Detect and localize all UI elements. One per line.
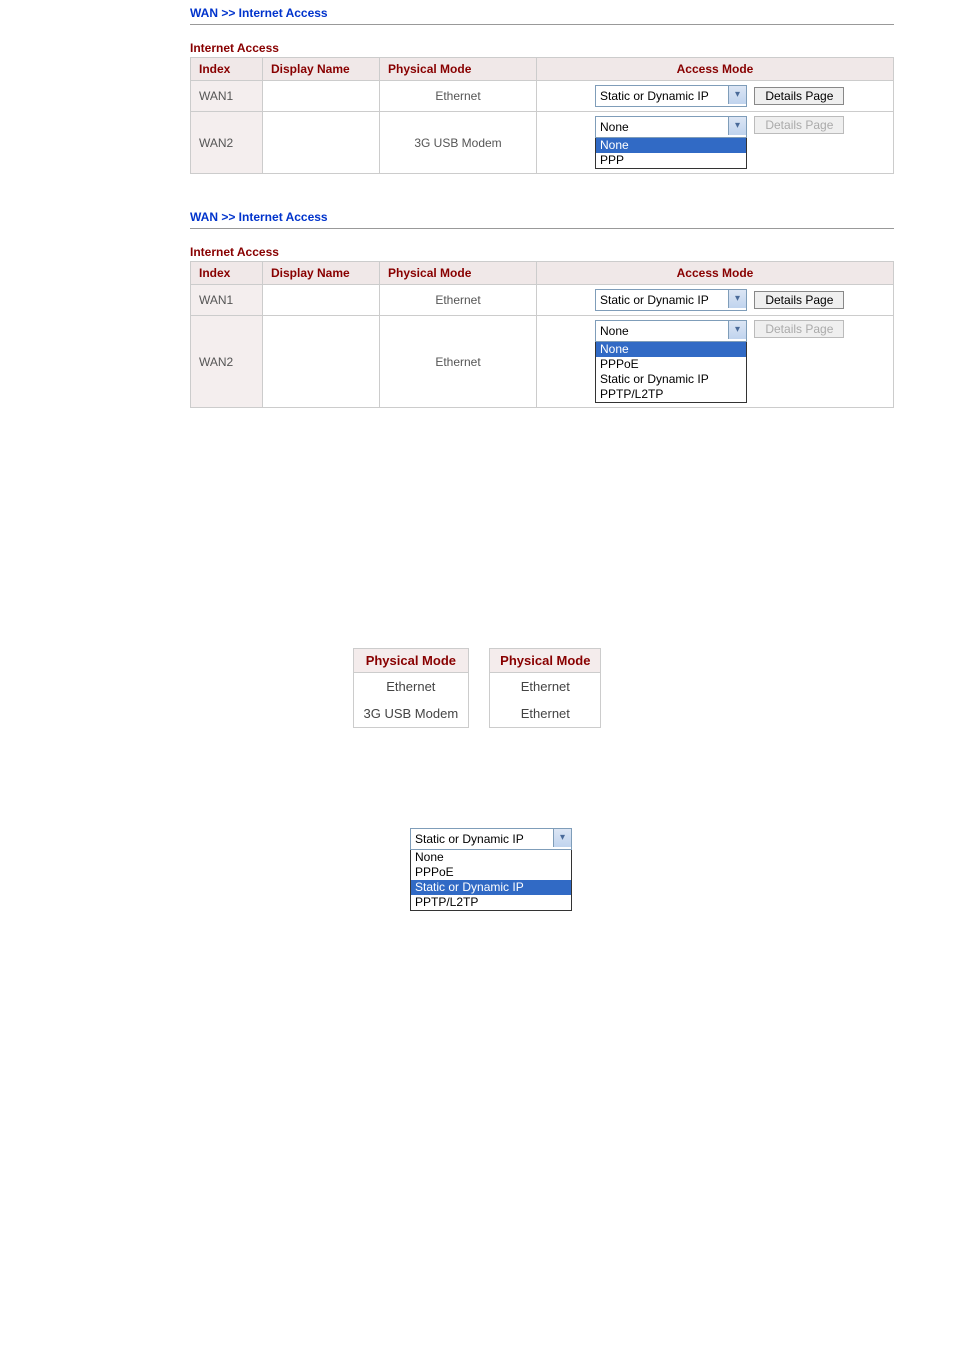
dropdown-option[interactable]: None	[596, 138, 746, 153]
mini-header: Physical Mode	[489, 648, 601, 672]
col-access-mode: Access Mode	[537, 262, 894, 285]
col-display-name: Display Name	[263, 58, 380, 81]
table-row: WAN1 Ethernet Static or Dynamic IP ▾ Det…	[191, 81, 894, 112]
internet-access-table: Index Display Name Physical Mode Access …	[190, 57, 894, 174]
details-page-button[interactable]: Details Page	[754, 87, 844, 105]
access-mode-select[interactable]: Static or Dynamic IP ▾	[410, 828, 572, 850]
dropdown-option[interactable]: None	[596, 342, 746, 357]
access-mode-dropdown-illustration: Static or Dynamic IP ▾ None PPPoE Static…	[410, 828, 570, 911]
chevron-down-icon: ▾	[728, 290, 746, 308]
col-index: Index	[191, 262, 263, 285]
display-name-cell	[263, 112, 380, 174]
mini-cell: Ethernet	[489, 672, 601, 700]
physical-mode-cell: Ethernet	[380, 81, 537, 112]
table-row: WAN2 3G USB Modem None ▾ None PPP	[191, 112, 894, 174]
wan-index[interactable]: WAN1	[191, 81, 263, 112]
mini-cell: Ethernet	[489, 700, 601, 728]
chevron-down-icon: ▾	[553, 829, 571, 847]
dropdown-option[interactable]: PPPoE	[411, 865, 571, 880]
dropdown-option[interactable]: None	[411, 850, 571, 865]
wan-index[interactable]: WAN1	[191, 285, 263, 316]
col-physical-mode: Physical Mode	[380, 58, 537, 81]
select-value: Static or Dynamic IP	[596, 290, 713, 310]
access-mode-select[interactable]: None ▾	[595, 116, 747, 138]
table-row: WAN1 Ethernet Static or Dynamic IP ▾ Det…	[191, 285, 894, 316]
mini-cell: 3G USB Modem	[353, 700, 470, 728]
breadcrumb: WAN >> Internet Access	[190, 0, 894, 25]
display-name-cell	[263, 81, 380, 112]
physical-mode-col-right: Physical Mode Ethernet Ethernet	[489, 648, 601, 728]
select-value: Static or Dynamic IP	[596, 86, 713, 106]
display-name-cell	[263, 316, 380, 408]
details-page-button: Details Page	[754, 116, 844, 134]
internet-access-table: Index Display Name Physical Mode Access …	[190, 261, 894, 408]
chevron-down-icon: ▾	[728, 86, 746, 104]
dropdown-option[interactable]: PPTP/L2TP	[411, 895, 571, 910]
wan-index[interactable]: WAN2	[191, 112, 263, 174]
access-mode-dropdown[interactable]: None PPP	[595, 137, 747, 169]
select-value: None	[596, 321, 633, 341]
chevron-down-icon: ▾	[728, 321, 746, 339]
col-access-mode: Access Mode	[537, 58, 894, 81]
physical-mode-cell: Ethernet	[380, 285, 537, 316]
chevron-down-icon: ▾	[728, 117, 746, 135]
mini-header: Physical Mode	[353, 648, 470, 672]
physical-mode-cell: 3G USB Modem	[380, 112, 537, 174]
col-display-name: Display Name	[263, 262, 380, 285]
select-value: None	[596, 117, 633, 137]
access-mode-dropdown[interactable]: None PPPoE Static or Dynamic IP PPTP/L2T…	[595, 341, 747, 403]
access-mode-select[interactable]: Static or Dynamic IP ▾	[595, 85, 747, 107]
breadcrumb: WAN >> Internet Access	[190, 204, 894, 229]
physical-mode-comparison: Physical Mode Ethernet 3G USB Modem Phys…	[60, 648, 894, 728]
access-mode-select[interactable]: Static or Dynamic IP ▾	[595, 289, 747, 311]
col-index: Index	[191, 58, 263, 81]
mini-cell: Ethernet	[353, 672, 470, 700]
access-mode-dropdown[interactable]: None PPPoE Static or Dynamic IP PPTP/L2T…	[410, 849, 572, 911]
select-value: Static or Dynamic IP	[411, 829, 528, 849]
wan-index[interactable]: WAN2	[191, 316, 263, 408]
physical-mode-col-left: Physical Mode Ethernet 3G USB Modem	[353, 648, 470, 728]
details-page-button: Details Page	[754, 320, 844, 338]
col-physical-mode: Physical Mode	[380, 262, 537, 285]
section-title: Internet Access	[190, 245, 894, 259]
table-row: WAN2 Ethernet None ▾ None PPPoE	[191, 316, 894, 408]
dropdown-option[interactable]: PPTP/L2TP	[596, 387, 746, 402]
dropdown-option[interactable]: PPPoE	[596, 357, 746, 372]
dropdown-option[interactable]: Static or Dynamic IP	[411, 880, 571, 895]
access-mode-select[interactable]: None ▾	[595, 320, 747, 342]
physical-mode-cell: Ethernet	[380, 316, 537, 408]
details-page-button[interactable]: Details Page	[754, 291, 844, 309]
section-title: Internet Access	[190, 41, 894, 55]
dropdown-option[interactable]: Static or Dynamic IP	[596, 372, 746, 387]
display-name-cell	[263, 285, 380, 316]
dropdown-option[interactable]: PPP	[596, 153, 746, 168]
